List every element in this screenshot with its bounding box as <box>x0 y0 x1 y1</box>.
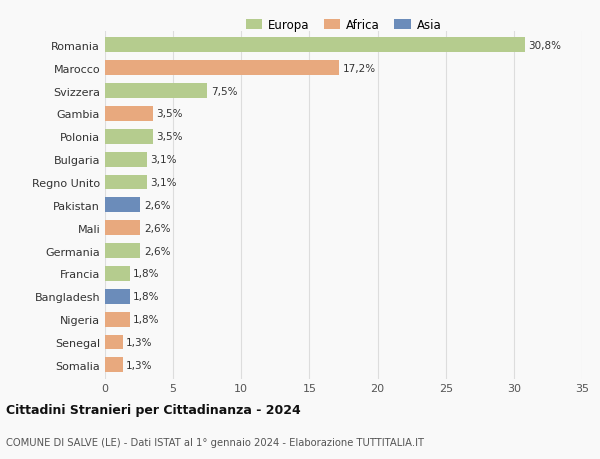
Bar <box>105 39 525 53</box>
Text: 2,6%: 2,6% <box>144 223 170 233</box>
Text: 2,6%: 2,6% <box>144 246 170 256</box>
Text: 3,5%: 3,5% <box>156 132 182 142</box>
Bar <box>105 312 130 327</box>
Bar <box>105 107 152 122</box>
Bar <box>105 335 123 350</box>
Text: 2,6%: 2,6% <box>144 201 170 210</box>
Bar <box>105 244 140 258</box>
Bar <box>105 266 130 281</box>
Bar <box>105 221 140 235</box>
Text: 3,5%: 3,5% <box>156 109 182 119</box>
Text: 7,5%: 7,5% <box>211 86 237 96</box>
Bar <box>105 175 147 190</box>
Text: 1,8%: 1,8% <box>133 269 160 279</box>
Text: 3,1%: 3,1% <box>151 178 177 188</box>
Text: COMUNE DI SALVE (LE) - Dati ISTAT al 1° gennaio 2024 - Elaborazione TUTTITALIA.I: COMUNE DI SALVE (LE) - Dati ISTAT al 1° … <box>6 437 424 447</box>
Bar <box>105 84 207 99</box>
Bar <box>105 358 123 372</box>
Text: Cittadini Stranieri per Cittadinanza - 2024: Cittadini Stranieri per Cittadinanza - 2… <box>6 403 301 416</box>
Bar <box>105 152 147 167</box>
Text: 1,3%: 1,3% <box>126 360 152 370</box>
Text: 1,8%: 1,8% <box>133 291 160 302</box>
Bar <box>105 289 130 304</box>
Bar <box>105 198 140 213</box>
Text: 17,2%: 17,2% <box>343 64 376 73</box>
Text: 3,1%: 3,1% <box>151 155 177 165</box>
Legend: Europa, Africa, Asia: Europa, Africa, Asia <box>245 19 442 32</box>
Bar <box>105 61 340 76</box>
Text: 1,8%: 1,8% <box>133 314 160 325</box>
Text: 1,3%: 1,3% <box>126 337 152 347</box>
Bar <box>105 129 152 145</box>
Text: 30,8%: 30,8% <box>528 41 561 51</box>
